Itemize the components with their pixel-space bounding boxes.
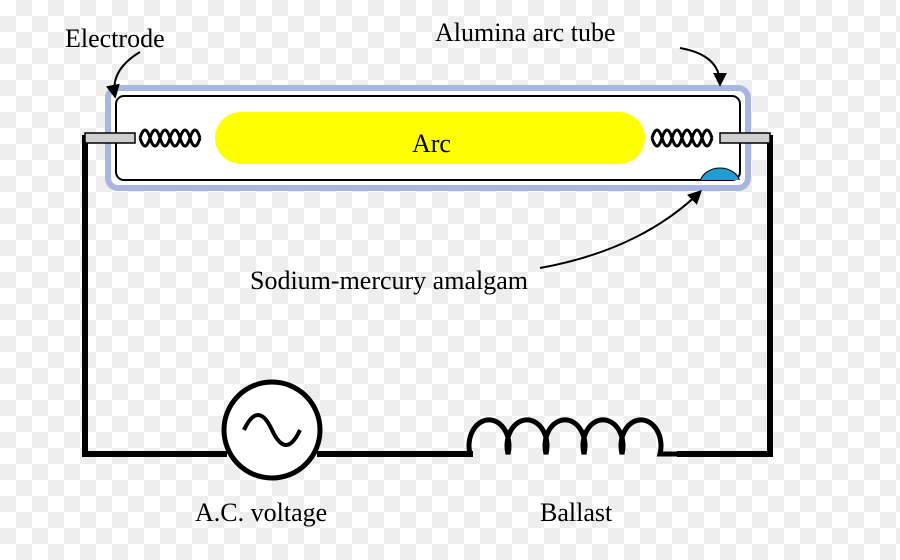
- ac-voltage-source: [224, 382, 320, 478]
- label-ac-voltage: A.C. voltage: [195, 498, 327, 528]
- electrode-left-pin: [85, 133, 135, 143]
- label-arc-tube: Alumina arc tube: [435, 18, 616, 48]
- electrode-right-pin: [720, 133, 770, 143]
- ballast-inductor: [469, 420, 680, 454]
- label-electrode: Electrode: [65, 24, 165, 54]
- label-ballast: Ballast: [540, 498, 612, 528]
- label-amalgam: Sodium-mercury amalgam: [250, 266, 528, 296]
- label-arc: Arc: [412, 129, 451, 159]
